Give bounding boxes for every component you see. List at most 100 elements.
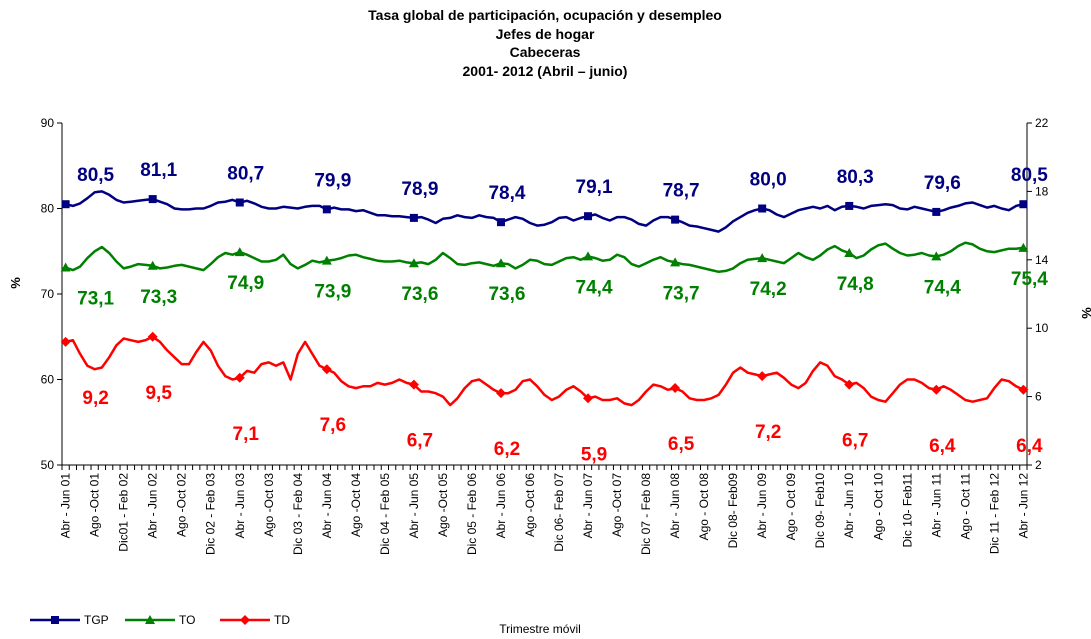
marker [235, 198, 244, 207]
x-tick-label: Dic 04 - Feb 05 [378, 473, 392, 555]
chart-subtitle: 2001- 2012 (Abril – junio) [463, 63, 628, 79]
x-tick-label: Ago - Oct 10 [871, 473, 885, 541]
data-label: 73,6 [488, 284, 525, 305]
marker [495, 258, 506, 268]
marker [148, 195, 157, 204]
marker [844, 379, 855, 390]
marker [147, 260, 158, 270]
x-tick-label: Dic 11 - Feb 12 [987, 473, 1001, 554]
x-tick-label: Dic 07 - Feb 08 [639, 473, 653, 555]
data-label: 79,1 [576, 177, 613, 198]
data-label: 78,9 [401, 179, 438, 200]
x-tick-label: Dic01 - Feb 02 [117, 473, 131, 552]
x-tick-label: Abr - Jun 12 [1016, 473, 1030, 539]
y2-axis-label: % [1079, 307, 1091, 319]
data-label: 75,4 [1011, 269, 1048, 290]
x-tick-label: Ago -Oct 05 [436, 473, 450, 537]
x-tick-label: Ago -Oct 01 [88, 473, 102, 537]
x-tick-label: Ago - Oct 11 [958, 473, 972, 540]
marker [408, 258, 419, 268]
y-tick-label: 70 [41, 287, 55, 301]
marker [496, 218, 505, 227]
x-tick-label: Dic 09- Feb10 [813, 473, 827, 549]
marker [321, 364, 332, 375]
y-tick-label: 80 [41, 202, 55, 216]
y-tick-label: 90 [41, 116, 55, 130]
series-line [65, 241, 1024, 274]
series-line [65, 190, 1024, 233]
data-label: 74,8 [837, 274, 874, 295]
data-label: 6,7 [407, 431, 433, 452]
marker [61, 200, 70, 209]
data-label: 6,7 [842, 431, 868, 452]
marker [1018, 384, 1029, 395]
legend-label: TD [274, 613, 290, 627]
marker [234, 247, 245, 257]
marker [1019, 200, 1028, 209]
x-tick-label: Ago -Oct 02 [175, 473, 189, 537]
x-tick-label: Abr - Jun 02 [146, 473, 160, 539]
marker [60, 336, 71, 347]
x-tick-label: Dic 06- Feb 07 [552, 473, 566, 552]
marker [844, 247, 855, 257]
data-label: 74,2 [750, 279, 787, 300]
marker [1018, 242, 1029, 252]
x-tick-label: Abr - Jun 07 [581, 473, 595, 539]
x-tick-label: Abr - Jun 05 [407, 473, 421, 539]
data-label: 6,5 [668, 434, 695, 455]
y2-tick-label: 6 [1035, 390, 1042, 404]
marker [931, 384, 942, 395]
marker [409, 213, 418, 222]
x-tick-label: Ago - Oct 08 [697, 473, 711, 541]
data-label: 7,6 [320, 415, 346, 436]
data-label: 7,1 [233, 424, 260, 445]
marker [931, 251, 942, 261]
y2-tick-label: 2 [1035, 458, 1042, 472]
data-label: 74,4 [576, 277, 613, 298]
data-label: 80,7 [227, 164, 264, 185]
data-label: 80,3 [837, 167, 874, 188]
marker [670, 383, 681, 394]
data-label: 81,1 [140, 160, 177, 181]
legend-marker [240, 615, 250, 625]
legend-marker [145, 615, 155, 624]
marker [758, 204, 767, 213]
x-tick-label: Ago - Oct 09 [784, 473, 798, 541]
y-axis-label: % [8, 277, 23, 289]
x-tick-label: Abr - Jun 04 [320, 473, 334, 539]
marker [322, 205, 331, 214]
data-label: 79,6 [924, 173, 961, 194]
x-tick-label: Abr - Jun 09 [755, 473, 769, 539]
data-label: 80,0 [750, 170, 787, 191]
legend-label: TGP [84, 613, 109, 627]
chart-subtitle: Jefes de hogar [496, 26, 595, 42]
x-tick-label: Dic 03 - Feb 04 [291, 473, 305, 555]
data-label: 74,4 [924, 277, 961, 298]
marker [234, 372, 245, 383]
marker [495, 388, 506, 399]
chart-subtitle: Cabeceras [510, 44, 581, 60]
data-label: 74,9 [227, 273, 264, 294]
x-tick-label: Dic 08- Feb09 [726, 473, 740, 549]
data-label: 6,4 [929, 436, 956, 457]
x-tick-label: Ago -Oct 06 [523, 473, 537, 537]
data-label: 9,2 [82, 388, 108, 409]
y2-tick-label: 18 [1035, 184, 1049, 198]
data-label: 80,5 [77, 165, 114, 186]
marker [757, 371, 768, 382]
series-line [65, 335, 1024, 407]
x-tick-label: Ago -Oct 07 [610, 473, 624, 537]
marker [757, 253, 768, 263]
x-tick-label: Abr - Jun 01 [59, 473, 73, 539]
x-tick-label: Dic 10- Feb11 [900, 473, 914, 548]
data-label: 73,1 [77, 288, 114, 309]
data-label: 73,9 [314, 282, 351, 303]
data-label: 78,4 [488, 183, 525, 204]
data-label: 73,6 [401, 284, 438, 305]
legend-marker [51, 616, 59, 624]
x-tick-label: Abr - Jun 11 [929, 473, 943, 538]
marker [583, 393, 594, 404]
y-tick-label: 50 [41, 458, 55, 472]
